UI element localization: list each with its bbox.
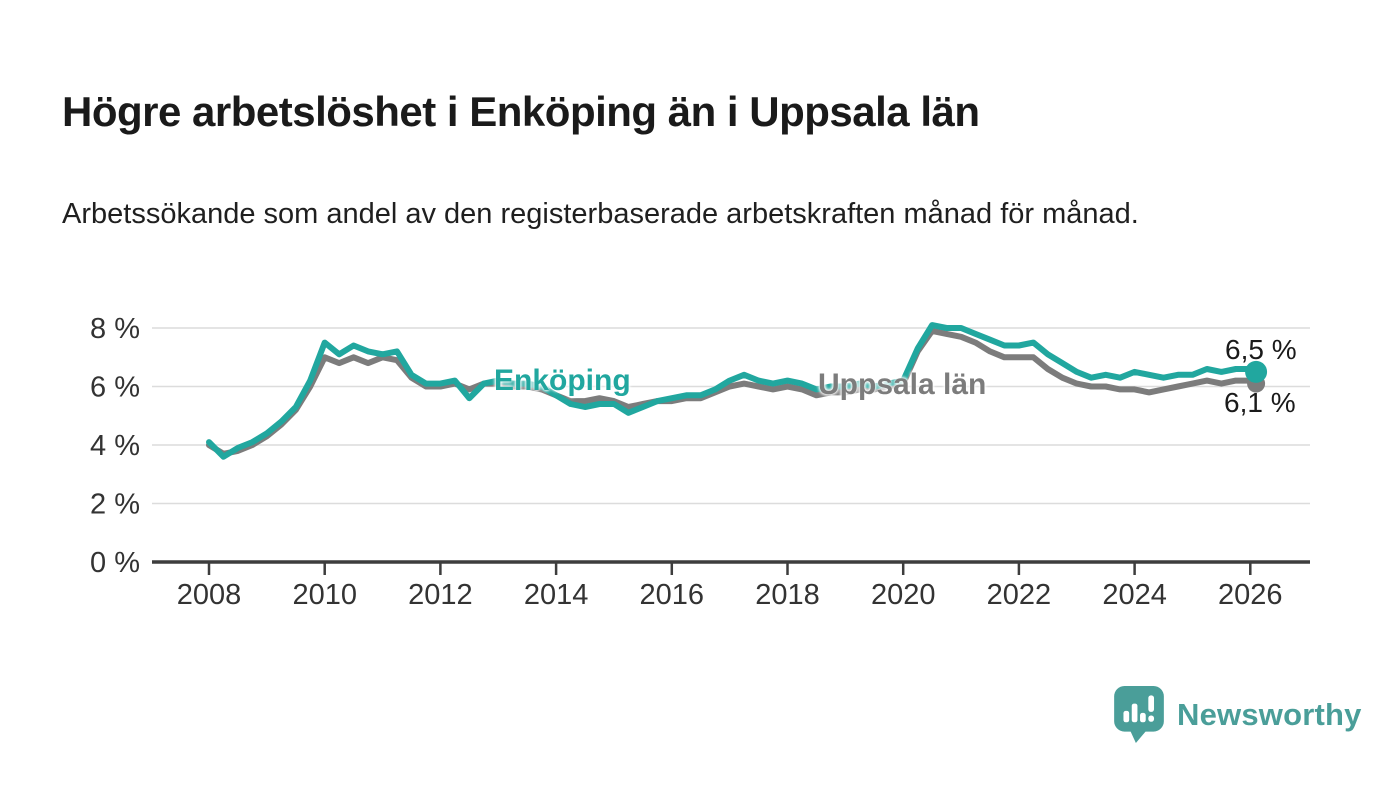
x-axis-tick-label: 2020 [871,579,936,611]
x-axis-tick-label: 2026 [1218,579,1283,611]
newsworthy-wordmark: Newsworthy [1177,697,1362,732]
y-axis-tick-label: 6 % [90,372,140,404]
chart-subtitle: Arbetssökande som andel av den registerb… [62,198,1139,230]
x-axis-tick-label: 2024 [1102,579,1167,611]
series-line-uppsala [206,327,1260,457]
x-axis-tick-label: 2018 [755,579,820,611]
series-label-uppsala: Uppsala län [818,368,987,401]
y-axis-tick-label: 0 % [90,547,140,579]
series-label-enkoping: Enköping [494,364,631,397]
end-value-label-uppsala: 6,1 % [1224,387,1296,418]
x-axis-tick-label: 2022 [987,579,1052,611]
x-axis-tick-label: 2010 [292,579,357,611]
y-axis-tick-label: 8 % [90,313,140,345]
end-value-label-enkoping: 6,5 % [1225,334,1297,365]
y-axis-tick-label: 2 % [90,489,140,521]
x-axis-tick-label: 2008 [177,579,242,611]
x-axis-tick-label: 2012 [408,579,473,611]
series-line-enkoping [206,322,1260,460]
newsworthy-brand: Newsworthy [1114,686,1362,744]
chart-title: Högre arbetslöshet i Enköping än i Uppsa… [62,88,980,136]
x-axis-tick-label: 2016 [640,579,705,611]
x-axis-tick-label: 2014 [524,579,589,611]
series-end-dot-enkoping [1245,360,1268,383]
y-axis-tick-label: 4 % [90,430,140,462]
newsworthy-logo-icon [1114,686,1164,743]
